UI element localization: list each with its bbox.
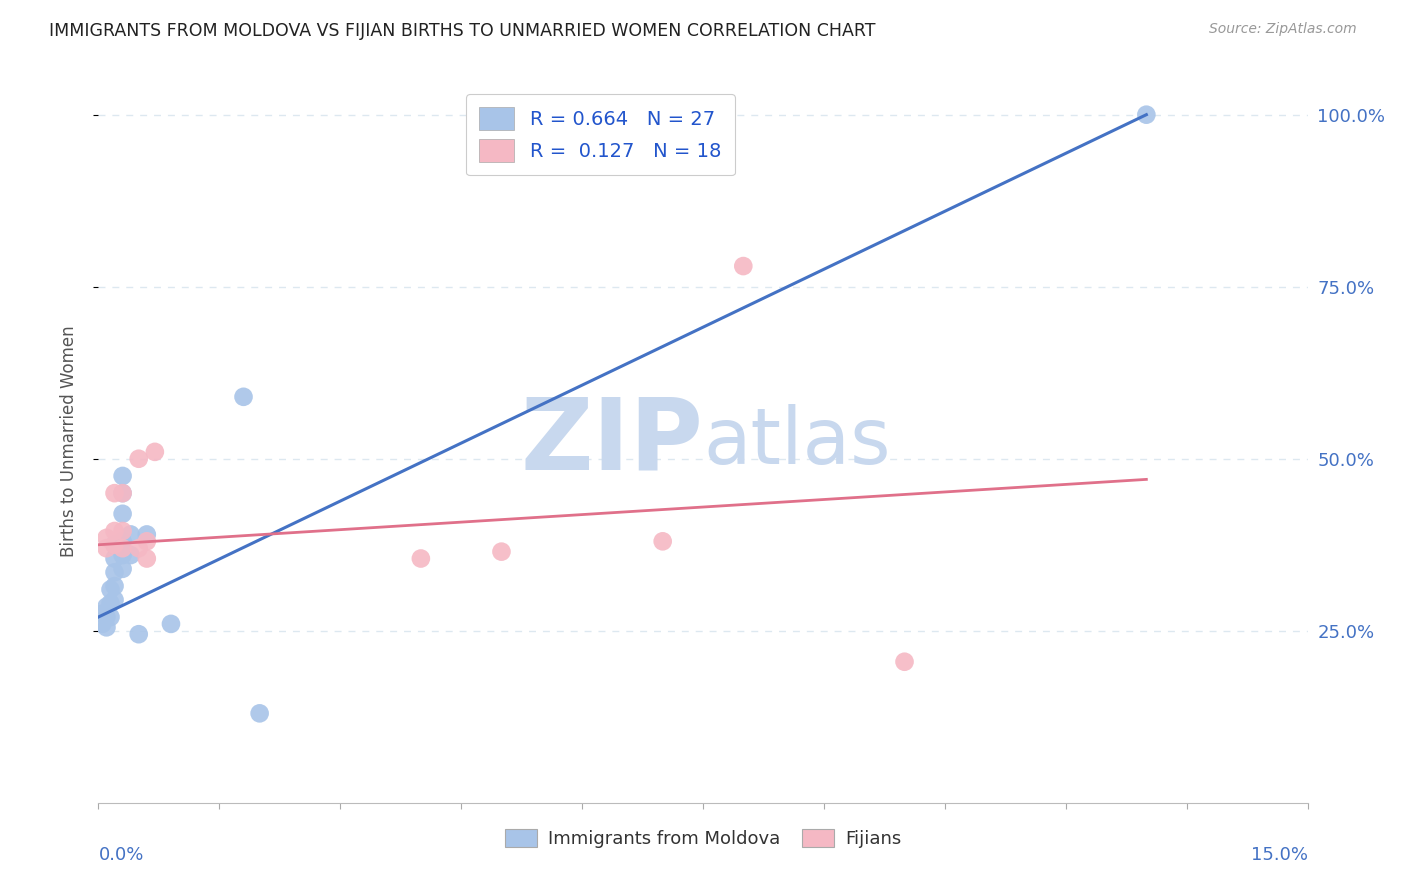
- Point: [409, 551, 432, 566]
- Text: 15.0%: 15.0%: [1250, 847, 1308, 864]
- Point: [160, 616, 183, 631]
- Point: [100, 610, 122, 624]
- Point: [103, 579, 125, 593]
- Point: [100, 582, 122, 597]
- Point: [111, 507, 134, 521]
- Point: [232, 390, 254, 404]
- Point: [120, 527, 142, 541]
- Legend: Immigrants from Moldova, Fijians: Immigrants from Moldova, Fijians: [498, 822, 908, 855]
- Point: [103, 538, 125, 552]
- Point: [111, 486, 134, 500]
- Point: [135, 534, 157, 549]
- Point: [91, 616, 114, 631]
- Text: atlas: atlas: [703, 403, 890, 480]
- Point: [111, 534, 134, 549]
- Point: [100, 596, 122, 610]
- Point: [135, 551, 157, 566]
- Point: [96, 531, 118, 545]
- Text: 0.0%: 0.0%: [98, 847, 143, 864]
- Point: [103, 551, 125, 566]
- Point: [96, 620, 118, 634]
- Point: [651, 534, 673, 549]
- Point: [128, 451, 150, 466]
- Point: [249, 706, 271, 721]
- Point: [103, 592, 125, 607]
- Text: IMMIGRANTS FROM MOLDOVA VS FIJIAN BIRTHS TO UNMARRIED WOMEN CORRELATION CHART: IMMIGRANTS FROM MOLDOVA VS FIJIAN BIRTHS…: [49, 22, 876, 40]
- Point: [103, 524, 125, 538]
- Point: [103, 486, 125, 500]
- Point: [111, 548, 134, 562]
- Point: [96, 541, 118, 556]
- Point: [128, 541, 150, 556]
- Point: [135, 527, 157, 541]
- Point: [103, 566, 125, 580]
- Point: [893, 655, 915, 669]
- Point: [120, 548, 142, 562]
- Text: ZIP: ZIP: [520, 393, 703, 490]
- Point: [491, 544, 513, 558]
- Point: [111, 486, 134, 500]
- Text: Source: ZipAtlas.com: Source: ZipAtlas.com: [1209, 22, 1357, 37]
- Point: [91, 607, 114, 621]
- Point: [733, 259, 755, 273]
- Point: [111, 562, 134, 576]
- Point: [128, 627, 150, 641]
- Point: [111, 469, 134, 483]
- Point: [103, 538, 125, 552]
- Y-axis label: Births to Unmarried Women: Births to Unmarried Women: [59, 326, 77, 558]
- Point: [1135, 108, 1157, 122]
- Point: [96, 599, 118, 614]
- Point: [143, 445, 166, 459]
- Point: [111, 524, 134, 538]
- Point: [96, 610, 118, 624]
- Point: [111, 541, 134, 556]
